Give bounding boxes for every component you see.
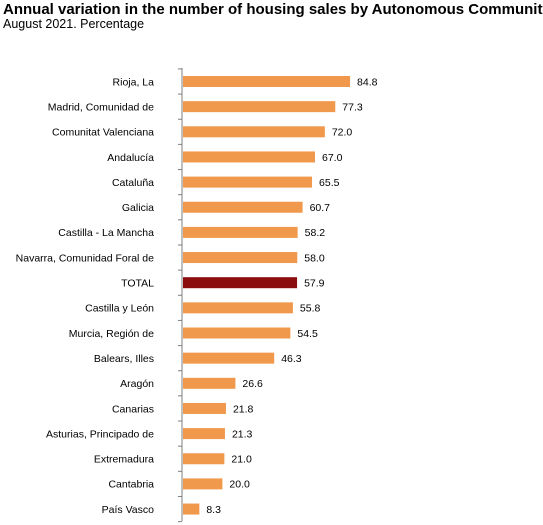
category-label: Asturias, Principado de: [46, 428, 154, 440]
category-label: Andalucía: [107, 152, 154, 164]
bar: [183, 503, 200, 515]
bar: [183, 302, 293, 314]
category-label: Aragón: [120, 378, 154, 390]
value-label: 21.8: [233, 403, 254, 415]
bar: [183, 453, 225, 465]
bar: [183, 76, 351, 87]
category-label: Extremadura: [94, 454, 154, 466]
category-label: Castilla - La Mancha: [58, 227, 154, 239]
value-label: 21.0: [231, 454, 252, 466]
chart-title: Annual variation in the number of housin…: [3, 1, 543, 18]
category-label: Madrid, Comunidad de: [48, 101, 154, 113]
bar: [183, 252, 298, 264]
category-label: Galicia: [122, 202, 154, 214]
value-label: 67.0: [322, 152, 343, 164]
bar: [183, 226, 298, 238]
category-label: Canarias: [112, 403, 154, 415]
category-label: Navarra, Comunidad Foral de: [16, 252, 154, 264]
bar: [183, 176, 313, 188]
value-label: 65.5: [319, 177, 340, 189]
category-label: Castilla y León: [85, 303, 154, 315]
value-label: 8.3: [206, 504, 221, 516]
value-label: 46.3: [281, 353, 302, 365]
category-label: Balears, Illes: [94, 353, 154, 365]
bar: [183, 151, 315, 163]
category-label: País Vasco: [102, 504, 154, 516]
category-label: Cataluña: [112, 177, 154, 189]
chart-subtitle: August 2021. Percentage: [3, 17, 145, 31]
value-label: 21.3: [232, 428, 253, 440]
category-label: Comunitat Valenciana: [52, 127, 154, 139]
value-label: 55.8: [300, 303, 321, 315]
bar: [183, 126, 325, 138]
bar: [183, 377, 236, 389]
bar: [183, 402, 226, 414]
bar-total: [183, 277, 298, 289]
value-label: 77.3: [342, 101, 363, 113]
value-label: 60.7: [310, 202, 331, 214]
category-label: Rioja, La: [113, 76, 155, 88]
value-label: 58.2: [305, 227, 326, 239]
bar: [183, 327, 291, 339]
value-label: 54.5: [297, 328, 318, 340]
bar: [183, 478, 223, 490]
category-label: Cantabria: [108, 479, 154, 491]
category-label: TOTAL: [121, 278, 154, 290]
value-label: 57.9: [304, 278, 325, 290]
bar: [183, 428, 225, 440]
value-label: 72.0: [332, 127, 353, 139]
value-label: 26.6: [242, 378, 263, 390]
bar: [183, 101, 336, 113]
value-label: 58.0: [304, 252, 325, 264]
bar: [183, 201, 303, 213]
bar: [183, 352, 275, 364]
category-label: Murcia, Región de: [69, 328, 154, 340]
value-label: 84.8: [357, 76, 378, 88]
value-label: 20.0: [229, 479, 250, 491]
